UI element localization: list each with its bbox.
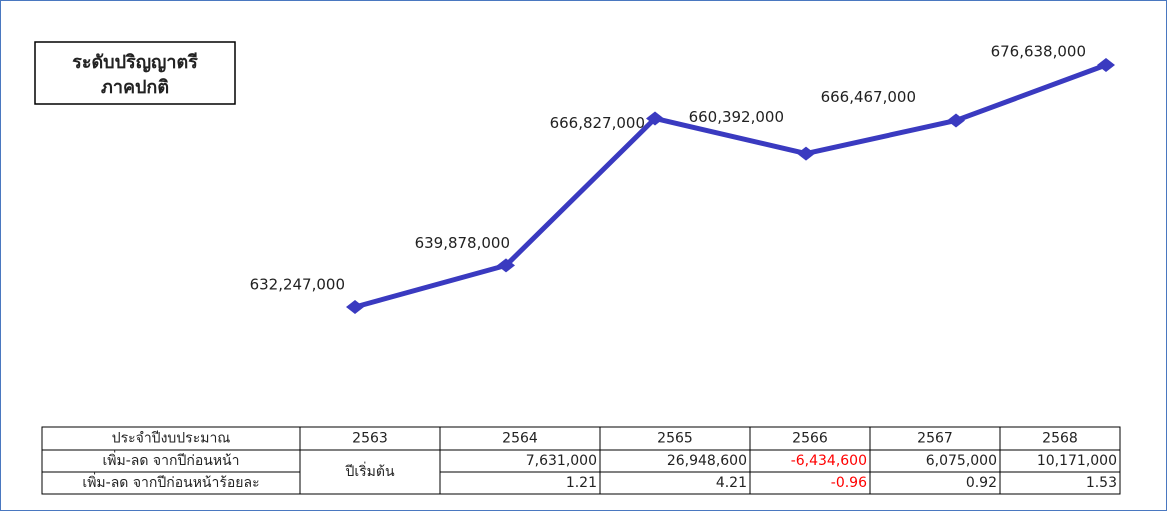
- table-header: 2567: [917, 431, 953, 447]
- table-cell: 7,631,000: [526, 453, 597, 469]
- table-cell: -0.96: [831, 475, 867, 491]
- table-cell: 6,075,000: [926, 453, 997, 469]
- table-cell: 4.21: [716, 475, 747, 491]
- chart: ระดับปริญญาตรี ภาคปกติ 632,247,000 639,87…: [0, 0, 1167, 511]
- table-cell: 10,171,000: [1037, 453, 1117, 469]
- row-label: เพิ่ม-ลด จากปีก่อนหน้า: [103, 451, 240, 469]
- table-merged: ปีเริ่มต้น: [345, 462, 395, 480]
- data-label: 639,878,000: [415, 234, 510, 252]
- data-label: 666,467,000: [821, 88, 916, 106]
- table-cell: 1.21: [566, 475, 597, 491]
- table-header: ประจำปีงบประมาณ: [112, 431, 231, 447]
- data-label: 632,247,000: [250, 276, 345, 294]
- row-label: เพิ่ม-ลด จากปีก่อนหน้าร้อยละ: [82, 473, 259, 491]
- table-cell: -6,434,600: [791, 453, 867, 469]
- table-header: 2564: [502, 431, 538, 447]
- data-label: 660,392,000: [689, 108, 784, 126]
- chart-title: ระดับปริญญาตรี: [72, 52, 198, 73]
- chart-title: ภาคปกติ: [101, 77, 169, 98]
- table-header: 2563: [352, 431, 388, 447]
- table-cell: 1.53: [1086, 475, 1117, 491]
- table-cell: 26,948,600: [667, 453, 747, 469]
- table-header: 2566: [792, 431, 828, 447]
- data-label: 676,638,000: [991, 43, 1086, 61]
- table-header: 2565: [657, 431, 693, 447]
- table-cell: 0.92: [966, 475, 997, 491]
- data-label: 666,827,000: [550, 114, 645, 132]
- table-header: 2568: [1042, 431, 1078, 447]
